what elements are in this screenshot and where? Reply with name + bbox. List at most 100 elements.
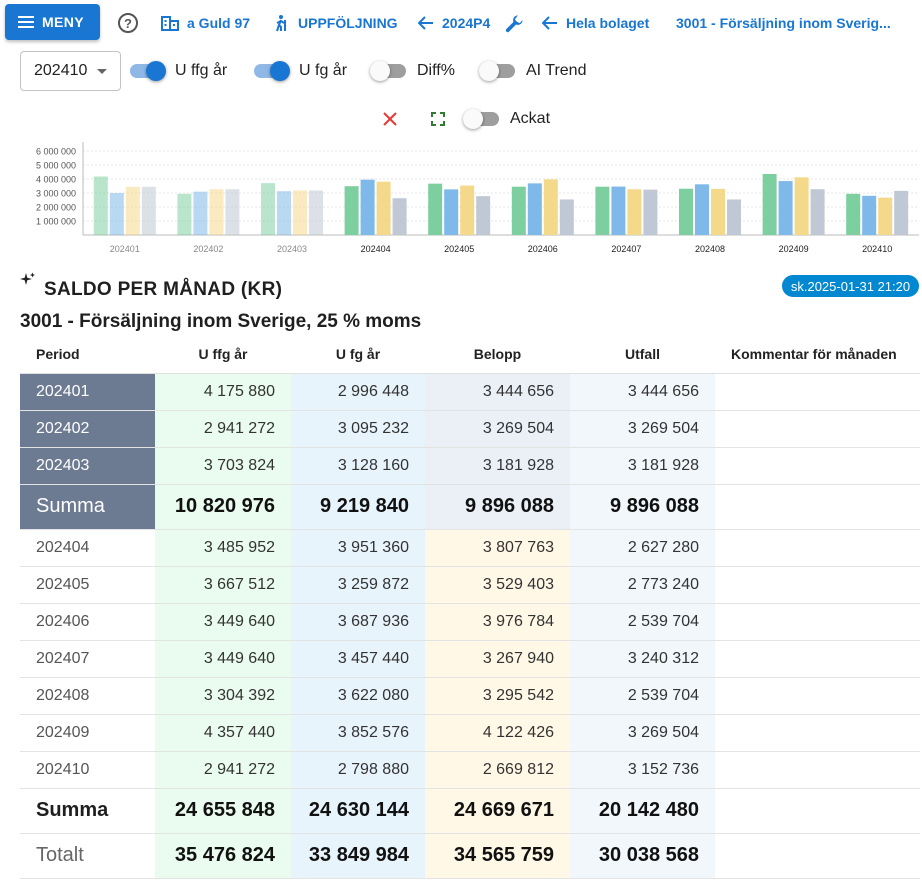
- cell-period: 202403: [20, 447, 155, 485]
- bar-202406-1: [527, 183, 542, 235]
- help-icon[interactable]: ?: [118, 13, 138, 33]
- toggle-ai-trend-label: AI Trend: [526, 62, 587, 79]
- header-comment: Kommentar för månaden: [715, 336, 920, 374]
- toggle-ai-trend[interactable]: AI Trend: [479, 59, 586, 83]
- cell-belopp: 2 669 812: [425, 751, 570, 789]
- table-row[interactable]: 202407 3 449 640 3 457 440 3 267 940 3 2…: [20, 640, 920, 678]
- total-row: Totalt 35 476 824 33 849 984 34 565 759 …: [20, 833, 920, 879]
- cell-comment[interactable]: [715, 410, 920, 448]
- bar-202407-3: [643, 189, 658, 235]
- table-row[interactable]: 202404 3 485 952 3 951 360 3 807 763 2 6…: [20, 529, 920, 567]
- fullscreen-icon[interactable]: [431, 112, 445, 126]
- cell-u-fg-ar: 3 951 360: [291, 529, 425, 567]
- nav-whole-company-link[interactable]: Hela bolaget: [542, 13, 649, 33]
- cell-belopp: 24 669 671: [425, 788, 570, 834]
- nav-uppfoljning-label: UPPFÖLJNING: [298, 15, 398, 31]
- cell-u-fg-ar: 9 219 840: [291, 484, 425, 530]
- cell-comment[interactable]: [715, 677, 920, 715]
- x-tick-label: 202405: [444, 244, 474, 254]
- cell-period: 202401: [20, 373, 155, 411]
- wrench-icon[interactable]: [505, 13, 524, 33]
- cell-comment[interactable]: [715, 603, 920, 641]
- nav-account-link[interactable]: 3001 - Försäljning inom Sverig...: [676, 13, 891, 33]
- cell-u-fg-ar: 3 095 232: [291, 410, 425, 448]
- switch-ackat[interactable]: [463, 107, 501, 131]
- x-tick-label: 202401: [110, 244, 140, 254]
- cell-utfall: 2 539 704: [570, 677, 715, 715]
- table-row[interactable]: 202401 4 175 880 2 996 448 3 444 656 3 4…: [20, 373, 920, 411]
- bar-202402-1: [193, 191, 208, 235]
- header-belopp[interactable]: Belopp: [425, 336, 570, 374]
- cell-comment[interactable]: [715, 566, 920, 604]
- bar-202401-0: [93, 176, 108, 235]
- switch-u-fg-ar[interactable]: [252, 59, 290, 83]
- header-utfall[interactable]: Utfall: [570, 336, 715, 374]
- cell-belopp: 3 807 763: [425, 529, 570, 567]
- table-row[interactable]: 202410 2 941 272 2 798 880 2 669 812 3 1…: [20, 751, 920, 789]
- toggle-ackat[interactable]: Ackat: [463, 107, 550, 131]
- bar-202402-3: [225, 189, 240, 235]
- x-tick-label: 202408: [695, 244, 725, 254]
- x-tick-label: 202407: [611, 244, 641, 254]
- toggle-ackat-label: Ackat: [510, 110, 551, 127]
- header-u-fg-ar[interactable]: U fg år: [291, 336, 425, 374]
- month-sum-row: Summa 24 655 848 24 630 144 24 669 671 2…: [20, 788, 920, 834]
- cell-u-fg-ar: 3 852 576: [291, 714, 425, 752]
- sparkle-icon[interactable]: [20, 272, 36, 288]
- table-row[interactable]: 202403 3 703 824 3 128 160 3 181 928 3 1…: [20, 447, 920, 485]
- bar-202410-3: [894, 190, 909, 235]
- cell-period: 202406: [20, 603, 155, 641]
- menu-button[interactable]: MENY: [5, 4, 100, 40]
- cell-u-ffg-ar: 2 941 272: [155, 751, 291, 789]
- saldo-table: Period U ffg år U fg år Belopp Utfall Ko…: [20, 336, 920, 879]
- nav-period-label: 2024P4: [442, 15, 491, 31]
- table-row[interactable]: 202409 4 357 440 3 852 576 4 122 426 3 2…: [20, 714, 920, 752]
- cell-u-ffg-ar: 3 304 392: [155, 677, 291, 715]
- bar-202405-1: [444, 189, 459, 235]
- header-period[interactable]: Period: [20, 336, 155, 374]
- nav-account-label: 3001 - Försäljning inom Sverig...: [676, 15, 891, 31]
- bar-202405-2: [460, 185, 475, 235]
- cell-utfall: 9 896 088: [570, 484, 715, 530]
- table-row[interactable]: 202402 2 941 272 3 095 232 3 269 504 3 2…: [20, 410, 920, 448]
- nav-uppfoljning-link[interactable]: UPPFÖLJNING: [272, 13, 398, 33]
- bar-202408-0: [679, 188, 693, 235]
- cell-comment[interactable]: [715, 529, 920, 567]
- timestamp-badge: sk.2025-01-31 21:20: [782, 275, 919, 297]
- cell-comment[interactable]: [715, 447, 920, 485]
- nav-company-label: a Guld 97: [187, 15, 251, 31]
- switch-u-ffg-ar[interactable]: [128, 59, 166, 83]
- header-u-ffg-ar[interactable]: U ffg år: [155, 336, 291, 374]
- table-row[interactable]: 202406 3 449 640 3 687 936 3 976 784 2 5…: [20, 603, 920, 641]
- cell-comment[interactable]: [715, 751, 920, 789]
- x-tick-label: 202404: [361, 244, 391, 254]
- close-icon[interactable]: [382, 110, 398, 128]
- quarter-sum-row: Summa 10 820 976 9 219 840 9 896 088 9 8…: [20, 484, 920, 530]
- period-select[interactable]: 202410: [20, 51, 121, 91]
- toggle-u-ffg-ar[interactable]: U ffg år: [128, 59, 227, 83]
- bar-202410-0: [846, 193, 861, 235]
- cell-period: 202405: [20, 566, 155, 604]
- bar-202401-3: [141, 186, 156, 235]
- y-tick-label: 3 000 000: [36, 189, 76, 199]
- switch-diff-percent[interactable]: [370, 59, 408, 83]
- toggle-diff-percent-label: Diff%: [417, 62, 455, 79]
- cell-belopp: 3 976 784: [425, 603, 570, 641]
- cell-comment[interactable]: [715, 373, 920, 411]
- bar-202408-2: [711, 188, 725, 235]
- toggle-diff-percent[interactable]: Diff%: [370, 59, 455, 83]
- table-row[interactable]: 202408 3 304 392 3 622 080 3 295 542 2 5…: [20, 677, 920, 715]
- y-tick-label: 2 000 000: [36, 203, 76, 213]
- bar-202405-3: [476, 196, 491, 235]
- bar-202403-0: [261, 183, 275, 235]
- bar-202401-1: [109, 193, 124, 235]
- switch-ai-trend[interactable]: [479, 59, 517, 83]
- table-header-row: Period U ffg år U fg år Belopp Utfall Ko…: [20, 336, 920, 374]
- nav-company-link[interactable]: a Guld 97: [161, 13, 250, 33]
- toggle-u-fg-ar[interactable]: U fg år: [252, 59, 347, 83]
- cell-comment[interactable]: [715, 640, 920, 678]
- table-row[interactable]: 202405 3 667 512 3 259 872 3 529 403 2 7…: [20, 566, 920, 604]
- nav-period-link[interactable]: 2024P4: [418, 13, 490, 33]
- bar-202409-0: [762, 173, 777, 235]
- cell-comment[interactable]: [715, 714, 920, 752]
